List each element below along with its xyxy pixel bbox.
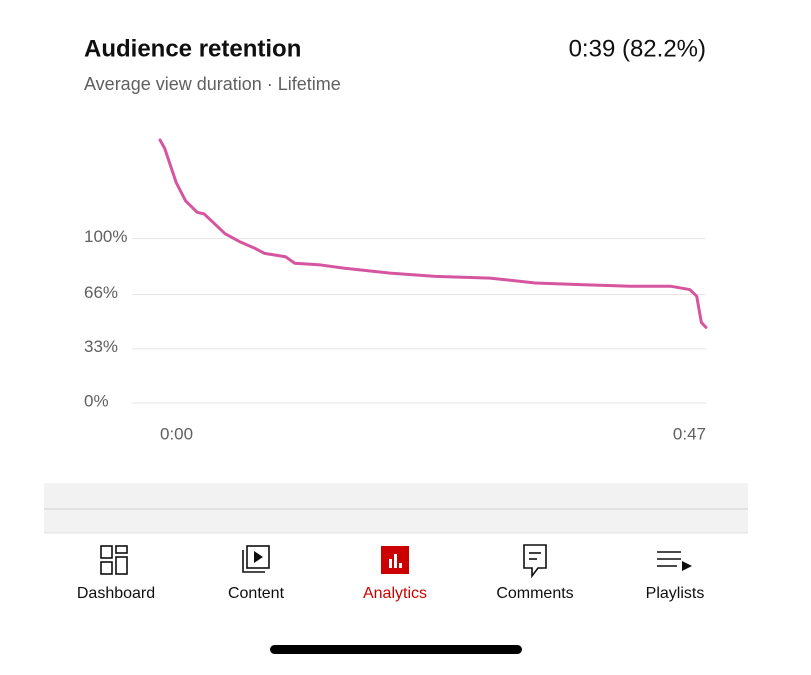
y-tick-label: 66% bbox=[84, 283, 118, 302]
icon bbox=[242, 550, 265, 573]
tab-label[interactable]: Dashboard bbox=[77, 585, 155, 602]
y-tick-label: 100% bbox=[84, 227, 127, 246]
tab-label[interactable]: Analytics bbox=[363, 585, 427, 602]
icon bbox=[523, 544, 547, 579]
icon bbox=[399, 563, 402, 568]
divider-band bbox=[44, 483, 748, 533]
tab-playlists[interactable] bbox=[657, 551, 692, 571]
tab-label[interactable]: Content bbox=[228, 585, 285, 602]
chart-subtitle: Average view duration · Lifetime bbox=[84, 74, 341, 94]
tab-analytics[interactable] bbox=[381, 546, 409, 574]
retention-line bbox=[158, 138, 708, 329]
icon bbox=[246, 545, 270, 569]
tab-label[interactable]: Comments bbox=[496, 585, 573, 602]
icon bbox=[100, 561, 113, 575]
x-tick-label: 0:47 bbox=[673, 424, 706, 443]
y-tick-label: 0% bbox=[84, 391, 109, 410]
icon bbox=[100, 545, 113, 559]
home-indicator bbox=[270, 645, 522, 654]
tab-comments[interactable] bbox=[523, 544, 547, 579]
tab-content[interactable] bbox=[242, 545, 270, 573]
average-duration: 0:39 (82.2%) bbox=[569, 35, 706, 62]
icon bbox=[115, 556, 128, 575]
icon bbox=[394, 554, 397, 568]
plot: 0% 33% 66% 100% 0:00 0:47 bbox=[84, 138, 708, 443]
icon bbox=[389, 559, 392, 568]
chart-title: Audience retention bbox=[84, 35, 301, 62]
tab-dashboard[interactable] bbox=[100, 545, 128, 575]
icon bbox=[254, 551, 263, 563]
y-tick-label: 33% bbox=[84, 337, 118, 356]
tab-label[interactable]: Playlists bbox=[646, 585, 705, 602]
x-tick-label: 0:00 bbox=[160, 424, 193, 443]
icon bbox=[115, 545, 128, 554]
icon bbox=[682, 561, 692, 571]
